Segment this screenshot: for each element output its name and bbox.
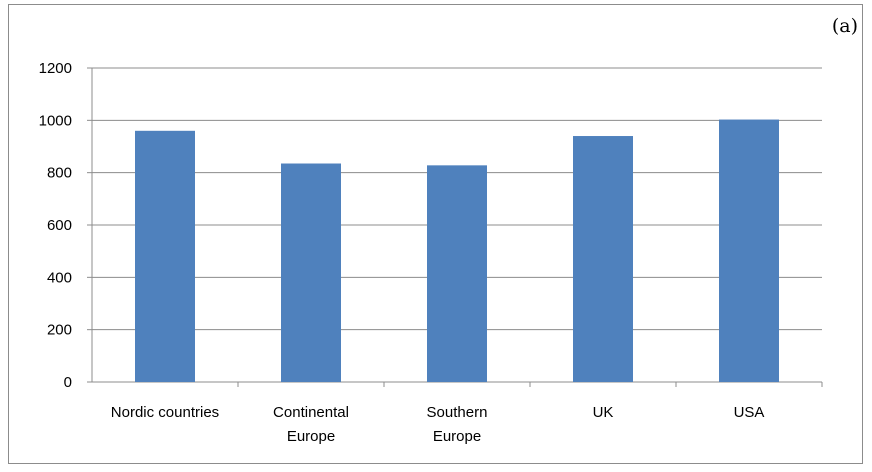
y-tick-label: 0 xyxy=(64,374,72,391)
x-tick-label: Continental xyxy=(273,404,349,421)
x-tick-label: UK xyxy=(593,404,614,421)
bar xyxy=(135,130,195,382)
bar xyxy=(719,119,779,382)
x-tick-label: USA xyxy=(734,404,765,421)
bar xyxy=(427,165,487,382)
y-tick-label: 1000 xyxy=(39,112,72,129)
y-tick-label: 200 xyxy=(47,322,72,339)
bar xyxy=(281,163,341,382)
y-tick-label: 600 xyxy=(47,217,72,234)
bar xyxy=(573,136,633,382)
y-tick-label: 1200 xyxy=(39,60,72,77)
x-tick-label: Europe xyxy=(287,428,335,445)
y-tick-label: 400 xyxy=(47,269,72,286)
x-tick-label: Europe xyxy=(433,428,481,445)
x-tick-label: Nordic countries xyxy=(111,404,219,421)
panel-label: (a) xyxy=(831,15,858,37)
x-tick-label: Southern xyxy=(427,404,488,421)
y-tick-label: 800 xyxy=(47,165,72,182)
